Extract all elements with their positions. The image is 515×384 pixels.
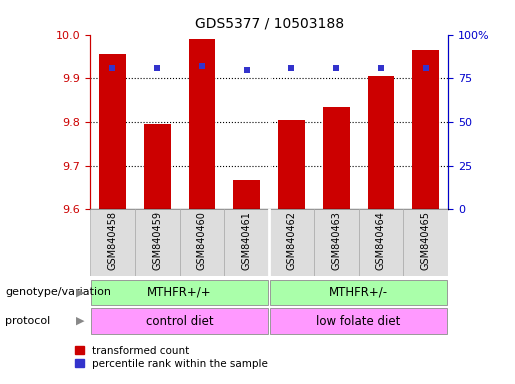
Bar: [412, 50, 439, 209]
Legend: transformed count, percentile rank within the sample: transformed count, percentile rank withi…: [75, 346, 268, 369]
Bar: [270, 280, 447, 305]
Text: low folate diet: low folate diet: [316, 314, 401, 328]
Bar: [225, 209, 269, 276]
Bar: [323, 107, 350, 209]
Bar: [99, 54, 126, 209]
Bar: [314, 209, 358, 276]
Text: GSM840463: GSM840463: [331, 211, 341, 270]
Bar: [270, 308, 447, 334]
Point: [332, 65, 340, 71]
Point: [422, 65, 430, 71]
Text: genotype/variation: genotype/variation: [5, 287, 111, 297]
Text: protocol: protocol: [5, 316, 50, 326]
Text: GSM840462: GSM840462: [286, 211, 297, 270]
Bar: [403, 209, 448, 276]
Text: GSM840459: GSM840459: [152, 211, 162, 270]
Point: [287, 65, 296, 71]
Text: MTHFR+/+: MTHFR+/+: [147, 286, 212, 299]
Point: [377, 65, 385, 71]
Bar: [180, 209, 225, 276]
Point: [153, 65, 161, 71]
Bar: [91, 308, 268, 334]
Bar: [368, 76, 394, 209]
Text: control diet: control diet: [146, 314, 213, 328]
Bar: [233, 180, 260, 209]
Text: GSM840460: GSM840460: [197, 211, 207, 270]
Text: ▶: ▶: [76, 316, 84, 326]
Bar: [278, 120, 305, 209]
Bar: [144, 124, 170, 209]
Point: [198, 63, 206, 69]
Bar: [91, 280, 268, 305]
Bar: [90, 209, 135, 276]
Point: [243, 66, 251, 73]
Text: GSM840465: GSM840465: [421, 211, 431, 270]
Point: [108, 65, 116, 71]
Text: GSM840458: GSM840458: [108, 211, 117, 270]
Title: GDS5377 / 10503188: GDS5377 / 10503188: [195, 17, 344, 31]
Bar: [188, 39, 215, 209]
Text: ▶: ▶: [76, 287, 84, 297]
Bar: [358, 209, 403, 276]
Bar: [135, 209, 180, 276]
Text: GSM840461: GSM840461: [242, 211, 252, 270]
Text: GSM840464: GSM840464: [376, 211, 386, 270]
Text: MTHFR+/-: MTHFR+/-: [329, 286, 388, 299]
Bar: [269, 209, 314, 276]
